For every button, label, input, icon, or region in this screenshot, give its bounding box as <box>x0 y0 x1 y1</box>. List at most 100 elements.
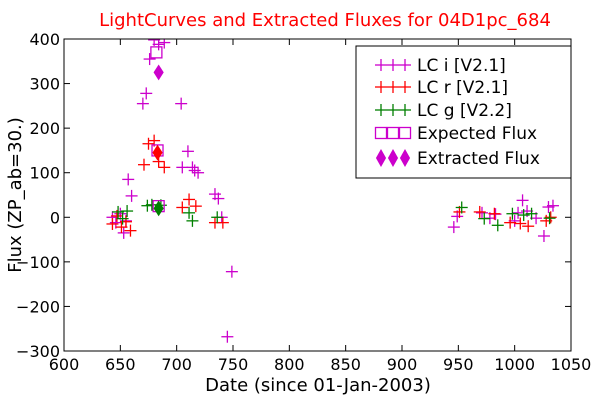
x-tick-label: 650 <box>105 355 136 374</box>
legend-marker <box>399 81 411 93</box>
data-point <box>544 211 557 224</box>
series-lc-g-v2-2 <box>112 198 556 232</box>
data-point <box>543 212 556 225</box>
data-point <box>512 206 525 219</box>
legend-marker <box>375 59 387 71</box>
data-point <box>514 217 527 230</box>
y-tick-label: 0 <box>50 208 60 227</box>
legend-marker <box>399 59 411 71</box>
y-tick-label: 400 <box>29 30 60 49</box>
legend-label: LC i [V2.1] <box>417 56 506 76</box>
data-point <box>153 200 164 217</box>
data-point <box>137 158 150 171</box>
x-axis-label: Date (since 01-Jan-2003) <box>205 375 431 396</box>
data-point <box>125 189 138 202</box>
legend-marker <box>398 126 412 140</box>
data-point <box>516 194 529 207</box>
legend-entry: Extracted Flux <box>375 148 540 169</box>
legend-marker <box>386 126 400 140</box>
data-point <box>537 230 550 243</box>
y-tick-label: 100 <box>29 164 60 183</box>
legend-marker <box>375 81 387 93</box>
legend-marker <box>387 104 399 116</box>
data-point <box>106 217 119 230</box>
data-point <box>221 330 234 343</box>
data-point <box>153 64 164 81</box>
plot-frame <box>63 38 572 352</box>
data-point <box>158 161 171 174</box>
data-point <box>189 200 202 213</box>
x-tick-label: 800 <box>274 355 305 374</box>
legend-entry: LC g [V2.2] <box>375 101 512 121</box>
data-point <box>522 220 535 233</box>
legend-label: Extracted Flux <box>417 149 540 169</box>
data-point <box>122 173 135 186</box>
data-point <box>183 206 196 219</box>
x-tick-label: 950 <box>443 355 474 374</box>
data-point <box>192 166 205 179</box>
x-tick-label: 900 <box>387 355 418 374</box>
data-point <box>152 144 163 161</box>
legend-marker <box>387 59 399 71</box>
x-tick-label: 700 <box>161 355 192 374</box>
data-point <box>112 205 125 218</box>
data-point <box>142 137 155 150</box>
data-point <box>517 209 530 222</box>
data-point <box>143 53 156 66</box>
legend-label: Expected Flux <box>417 124 537 144</box>
series-lc-r-v2-1 <box>106 134 557 237</box>
y-tick-label: 200 <box>29 119 60 138</box>
data-point <box>188 164 201 177</box>
legend-marker <box>399 104 411 116</box>
legend-marker <box>374 126 388 140</box>
data-point <box>186 161 199 174</box>
data-point <box>181 145 194 158</box>
data-point <box>152 39 165 51</box>
data-point <box>473 205 486 218</box>
legend-marker <box>375 104 387 116</box>
data-point <box>525 207 538 220</box>
x-tick-label: 1000 <box>494 355 535 374</box>
data-point <box>183 193 196 206</box>
chart-title: LightCurves and Extracted Fluxes for 04D… <box>99 10 551 31</box>
data-point <box>506 207 519 220</box>
data-point <box>124 224 137 237</box>
data-point <box>117 226 130 239</box>
data-point <box>176 201 189 214</box>
data-point <box>225 265 238 278</box>
data-point <box>175 97 188 110</box>
data-point <box>212 192 225 205</box>
legend-marker <box>399 148 411 168</box>
data-point <box>116 212 129 225</box>
data-point <box>491 219 504 232</box>
x-tick-label: 850 <box>330 355 361 374</box>
data-point <box>121 205 134 218</box>
legend-label: LC r [V2.1] <box>417 78 508 98</box>
legend-marker <box>387 81 399 93</box>
legend: LC i [V2.1]LC r [V2.1] LC g [V2.2] Expecte… <box>355 45 572 179</box>
data-point <box>176 161 189 174</box>
data-point <box>478 212 491 225</box>
x-tick-label: 750 <box>218 355 249 374</box>
y-axis-label: Flux (ZP_ab=30.) <box>5 117 26 273</box>
y-tick-label: −300 <box>16 342 60 361</box>
legend-entry: LC r [V2.1] <box>375 78 508 98</box>
data-point <box>136 97 149 110</box>
y-tick-label: −200 <box>16 297 60 316</box>
series-extracted-flux <box>152 64 164 217</box>
y-tick-label: 300 <box>29 75 60 94</box>
legend-entry: Expected Flux <box>374 124 537 144</box>
data-point <box>504 216 517 229</box>
legend-marker <box>375 148 387 168</box>
data-point <box>158 39 171 49</box>
data-point <box>216 216 229 229</box>
y-tick-label: −100 <box>16 253 60 272</box>
data-point <box>150 46 163 59</box>
x-tick-label: 1050 <box>551 355 592 374</box>
data-point <box>140 87 153 100</box>
data-point <box>447 221 460 234</box>
data-point <box>455 201 468 214</box>
legend-entry: LC i [V2.1] <box>375 56 506 76</box>
legend-marker <box>387 148 399 168</box>
